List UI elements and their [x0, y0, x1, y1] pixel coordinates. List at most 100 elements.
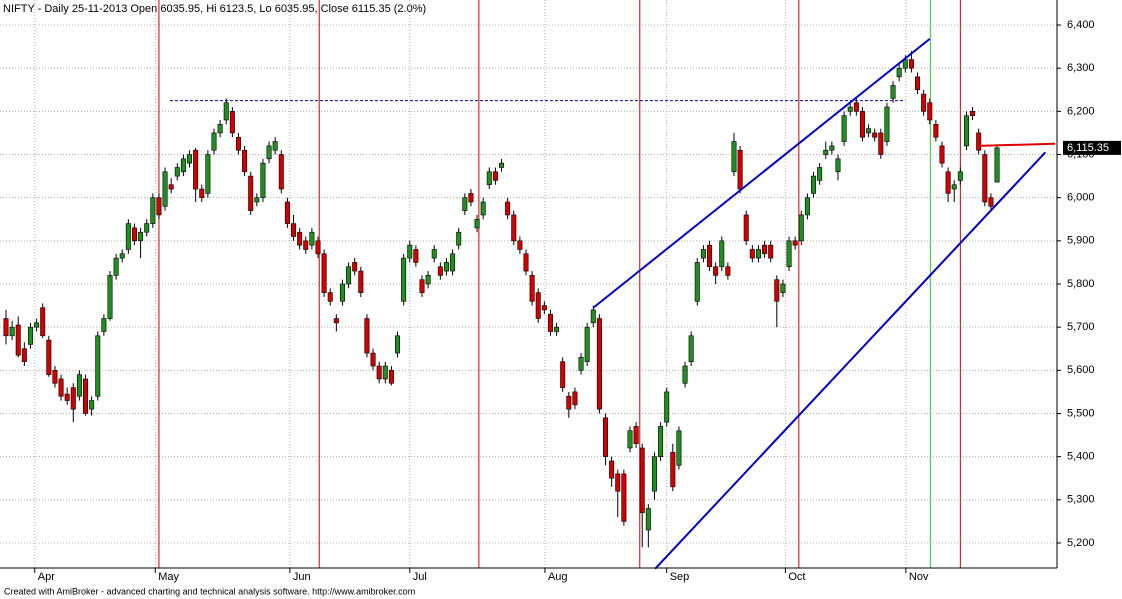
candle-body: [951, 184, 957, 190]
candle-body: [376, 365, 382, 380]
candle-body: [988, 197, 994, 207]
y-tick-label: 5,400: [1067, 451, 1095, 463]
candle-body: [468, 193, 474, 203]
candle-body: [266, 145, 272, 160]
candle-body: [963, 115, 969, 147]
candle-body: [841, 115, 847, 142]
candle-body: [890, 85, 896, 99]
candle-body: [762, 244, 768, 255]
candle-body: [187, 154, 193, 164]
candle-body: [193, 149, 199, 190]
candle-body: [853, 102, 859, 112]
candle-body: [829, 145, 835, 151]
candle-body: [358, 270, 364, 293]
candle-body: [174, 167, 180, 177]
candle-body: [9, 326, 15, 337]
y-tick-label: 6,400: [1067, 19, 1095, 31]
candle-body: [125, 223, 131, 250]
candle-body: [603, 417, 609, 457]
candle-body: [297, 231, 303, 246]
candle-body: [774, 279, 780, 302]
candle-body: [431, 249, 437, 259]
candle-body: [584, 326, 590, 362]
candle-body: [370, 352, 376, 367]
candle-body: [407, 244, 413, 259]
candle-body: [578, 357, 584, 371]
candle-body: [872, 132, 878, 138]
candle-body: [994, 147, 1000, 183]
candle-body: [242, 149, 248, 173]
candle-body: [52, 370, 58, 384]
candle-body: [321, 253, 327, 293]
candle-body: [866, 128, 872, 134]
candle-body: [792, 240, 798, 246]
candle-body: [554, 326, 560, 332]
y-tick-label: 5,300: [1067, 494, 1095, 506]
candle-body: [205, 154, 211, 194]
candle-body: [235, 136, 241, 151]
candle-body: [333, 318, 339, 324]
candle-body: [921, 93, 927, 112]
candle-body: [541, 305, 547, 311]
x-tick-label: Aug: [548, 571, 568, 583]
y-tick-label: 5,500: [1067, 407, 1095, 419]
candle-body: [688, 335, 694, 362]
trend-line: [978, 142, 1056, 147]
candle-body: [933, 124, 939, 138]
candle-body: [46, 339, 52, 375]
candle-body: [786, 240, 792, 268]
candle-body: [248, 175, 254, 211]
candle-body: [346, 266, 352, 285]
candle-body: [3, 318, 9, 337]
candle-body: [211, 132, 217, 151]
chart-title: NIFTY - Daily 25-11-2013 Open 6035.95, H…: [3, 3, 426, 15]
candle-body: [27, 326, 33, 345]
candle-body: [976, 132, 982, 151]
candle-body: [749, 249, 755, 259]
candle-body: [327, 292, 333, 302]
candle-body: [70, 387, 76, 410]
candle-body: [486, 171, 492, 186]
candle-body: [223, 102, 229, 121]
candle-body: [119, 253, 125, 259]
candle-body: [651, 456, 657, 492]
candle-body: [817, 167, 823, 181]
candle-body: [278, 154, 284, 190]
candle-body: [658, 426, 664, 457]
footer: Created with AmiBroker - advanced charti…: [4, 586, 415, 596]
candle-body: [58, 378, 64, 397]
candle-body: [315, 240, 321, 255]
candle-body: [633, 426, 639, 444]
candle-body: [945, 171, 951, 194]
candle-body: [664, 391, 670, 423]
candle-body: [878, 132, 884, 155]
candle-body: [474, 218, 480, 229]
candle-body: [462, 197, 468, 211]
last-price-box: [1063, 140, 1121, 155]
candle-body: [217, 124, 223, 134]
candle-body: [101, 318, 107, 332]
candle-body: [505, 201, 511, 216]
candle-body: [388, 370, 394, 384]
candle-body: [566, 395, 572, 410]
candle-body: [982, 154, 988, 203]
candle-body: [884, 106, 890, 142]
candle-body: [419, 279, 425, 293]
candle-body: [150, 197, 156, 224]
candle-body: [547, 313, 553, 332]
candle-body: [450, 253, 456, 272]
candle-body: [804, 197, 810, 216]
candle-body: [523, 253, 529, 272]
candle-body: [364, 318, 370, 354]
candle-body: [847, 106, 853, 112]
candle-body: [835, 158, 841, 173]
y-tick-label: 6,000: [1067, 192, 1095, 204]
candle-body: [480, 201, 486, 216]
candle-body: [352, 262, 358, 272]
candle-body: [156, 197, 162, 216]
candle-body: [908, 59, 914, 69]
candle-body: [707, 244, 713, 268]
candle-body: [535, 292, 541, 319]
candle-body: [725, 266, 731, 276]
